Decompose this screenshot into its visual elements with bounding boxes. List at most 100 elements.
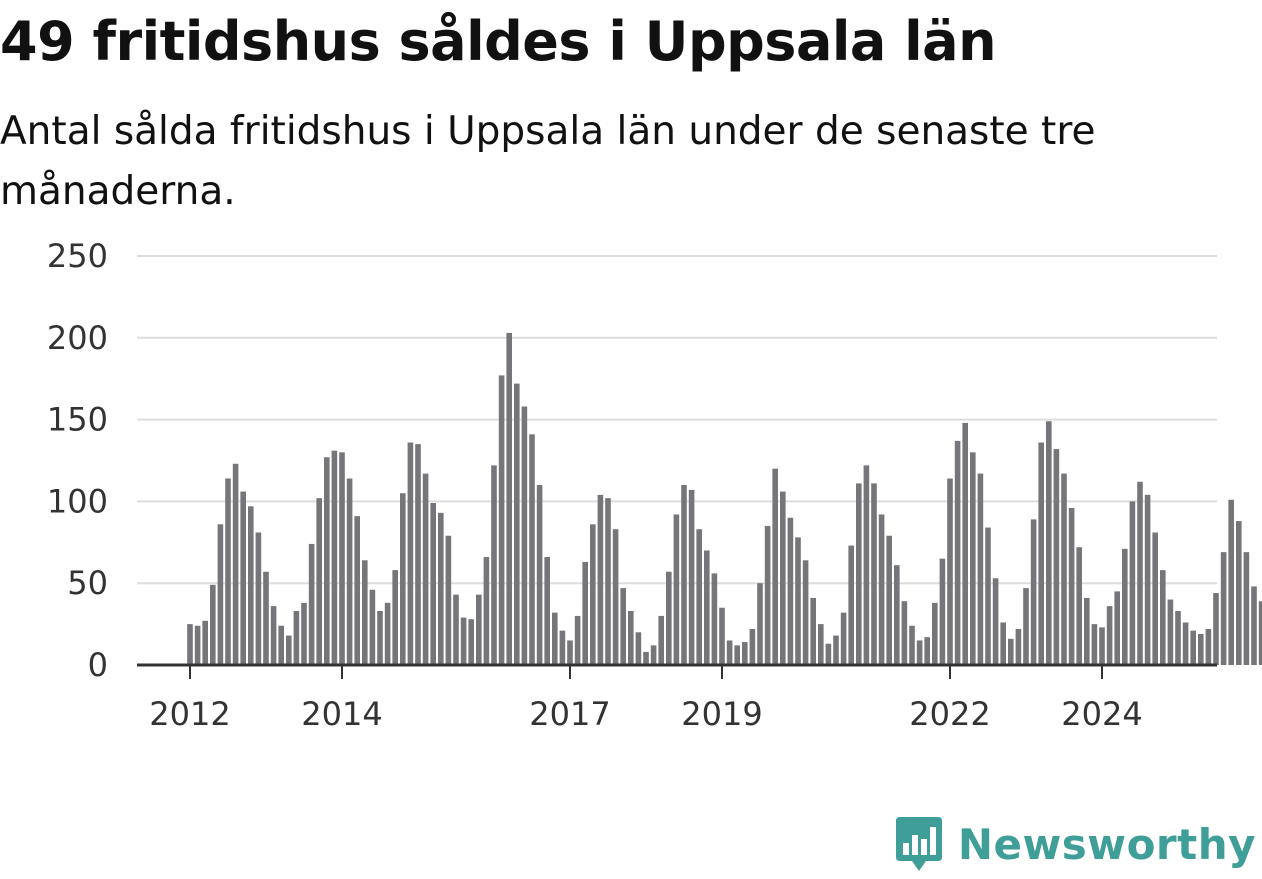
bar	[1000, 622, 1006, 665]
bar	[483, 557, 490, 665]
bar	[1167, 599, 1174, 665]
bar	[795, 537, 801, 665]
bar	[491, 465, 497, 665]
bar	[316, 498, 322, 665]
bar	[453, 594, 459, 665]
bar	[985, 527, 991, 665]
bar	[202, 620, 208, 665]
bar	[460, 617, 467, 665]
bar	[514, 383, 520, 665]
y-tick-label: 100	[47, 482, 108, 520]
bar	[354, 516, 360, 665]
bar	[916, 640, 923, 665]
bar	[574, 615, 581, 665]
x-tick-label: 2017	[529, 695, 610, 733]
bar	[673, 514, 680, 665]
bar-series	[187, 332, 1262, 665]
bar	[552, 612, 558, 665]
bar	[567, 640, 573, 665]
x-tick-label: 2014	[301, 695, 382, 733]
bar	[719, 607, 725, 665]
y-axis-ticks: 0 50 100 150 200 250	[47, 237, 108, 684]
bar	[1258, 601, 1262, 665]
bar	[293, 611, 300, 665]
x-tick-label: 2024	[1061, 695, 1142, 733]
bar	[954, 440, 961, 665]
bar	[1228, 499, 1234, 665]
bar	[734, 645, 740, 665]
bar	[886, 535, 892, 665]
bar	[255, 532, 262, 665]
bar	[476, 594, 482, 665]
bar	[1061, 473, 1067, 665]
bar	[1144, 494, 1151, 665]
bar	[210, 584, 216, 665]
bar	[232, 463, 239, 665]
bar	[263, 571, 269, 665]
bar	[377, 611, 383, 665]
bar	[217, 524, 224, 665]
bar	[1160, 570, 1166, 665]
bar	[438, 512, 444, 665]
bar	[369, 589, 376, 665]
bar	[947, 478, 953, 665]
bar	[331, 450, 338, 665]
bar	[909, 625, 915, 665]
bar	[681, 485, 687, 665]
bar	[871, 483, 877, 665]
bar	[749, 629, 756, 665]
bar	[939, 558, 946, 665]
bar	[1213, 593, 1219, 665]
bar	[430, 503, 436, 665]
bar	[1053, 449, 1060, 665]
bar	[445, 535, 452, 665]
bar	[757, 583, 763, 665]
bar	[726, 640, 733, 665]
bar	[392, 570, 398, 665]
bar	[407, 442, 414, 665]
bar	[1182, 622, 1189, 665]
bar	[780, 491, 786, 665]
bar	[856, 483, 862, 665]
bar	[506, 332, 512, 665]
bar	[194, 625, 201, 665]
bar	[422, 473, 429, 665]
bar	[301, 602, 307, 665]
bar	[696, 529, 702, 665]
bar	[1084, 597, 1090, 665]
bar	[339, 452, 345, 665]
bar	[1091, 624, 1098, 665]
bar	[612, 529, 619, 665]
bar	[362, 560, 368, 665]
newsworthy-chart-bubble-icon	[895, 817, 942, 871]
bar	[1152, 532, 1158, 665]
y-tick-label: 50	[67, 564, 108, 602]
bar	[970, 452, 976, 665]
y-tick-label: 0	[88, 646, 108, 684]
bar	[1046, 421, 1052, 665]
bar	[901, 601, 908, 665]
x-tick-label: 2012	[149, 695, 230, 733]
bar	[628, 611, 634, 665]
bar	[1236, 521, 1242, 665]
bar	[1220, 552, 1227, 665]
bar	[848, 545, 854, 665]
bar	[924, 637, 930, 665]
bar	[590, 524, 596, 665]
bar	[415, 444, 421, 665]
bar	[863, 465, 870, 665]
bar	[1023, 588, 1029, 665]
bar	[324, 457, 330, 665]
bar	[825, 643, 832, 665]
bar	[1038, 442, 1044, 665]
bar	[1030, 519, 1037, 665]
bar	[962, 422, 968, 665]
bar	[559, 630, 566, 665]
bar	[810, 597, 816, 665]
bar	[772, 468, 778, 665]
bar	[1106, 606, 1113, 665]
bar	[704, 550, 710, 665]
bar	[1068, 507, 1075, 665]
bar	[711, 573, 718, 665]
